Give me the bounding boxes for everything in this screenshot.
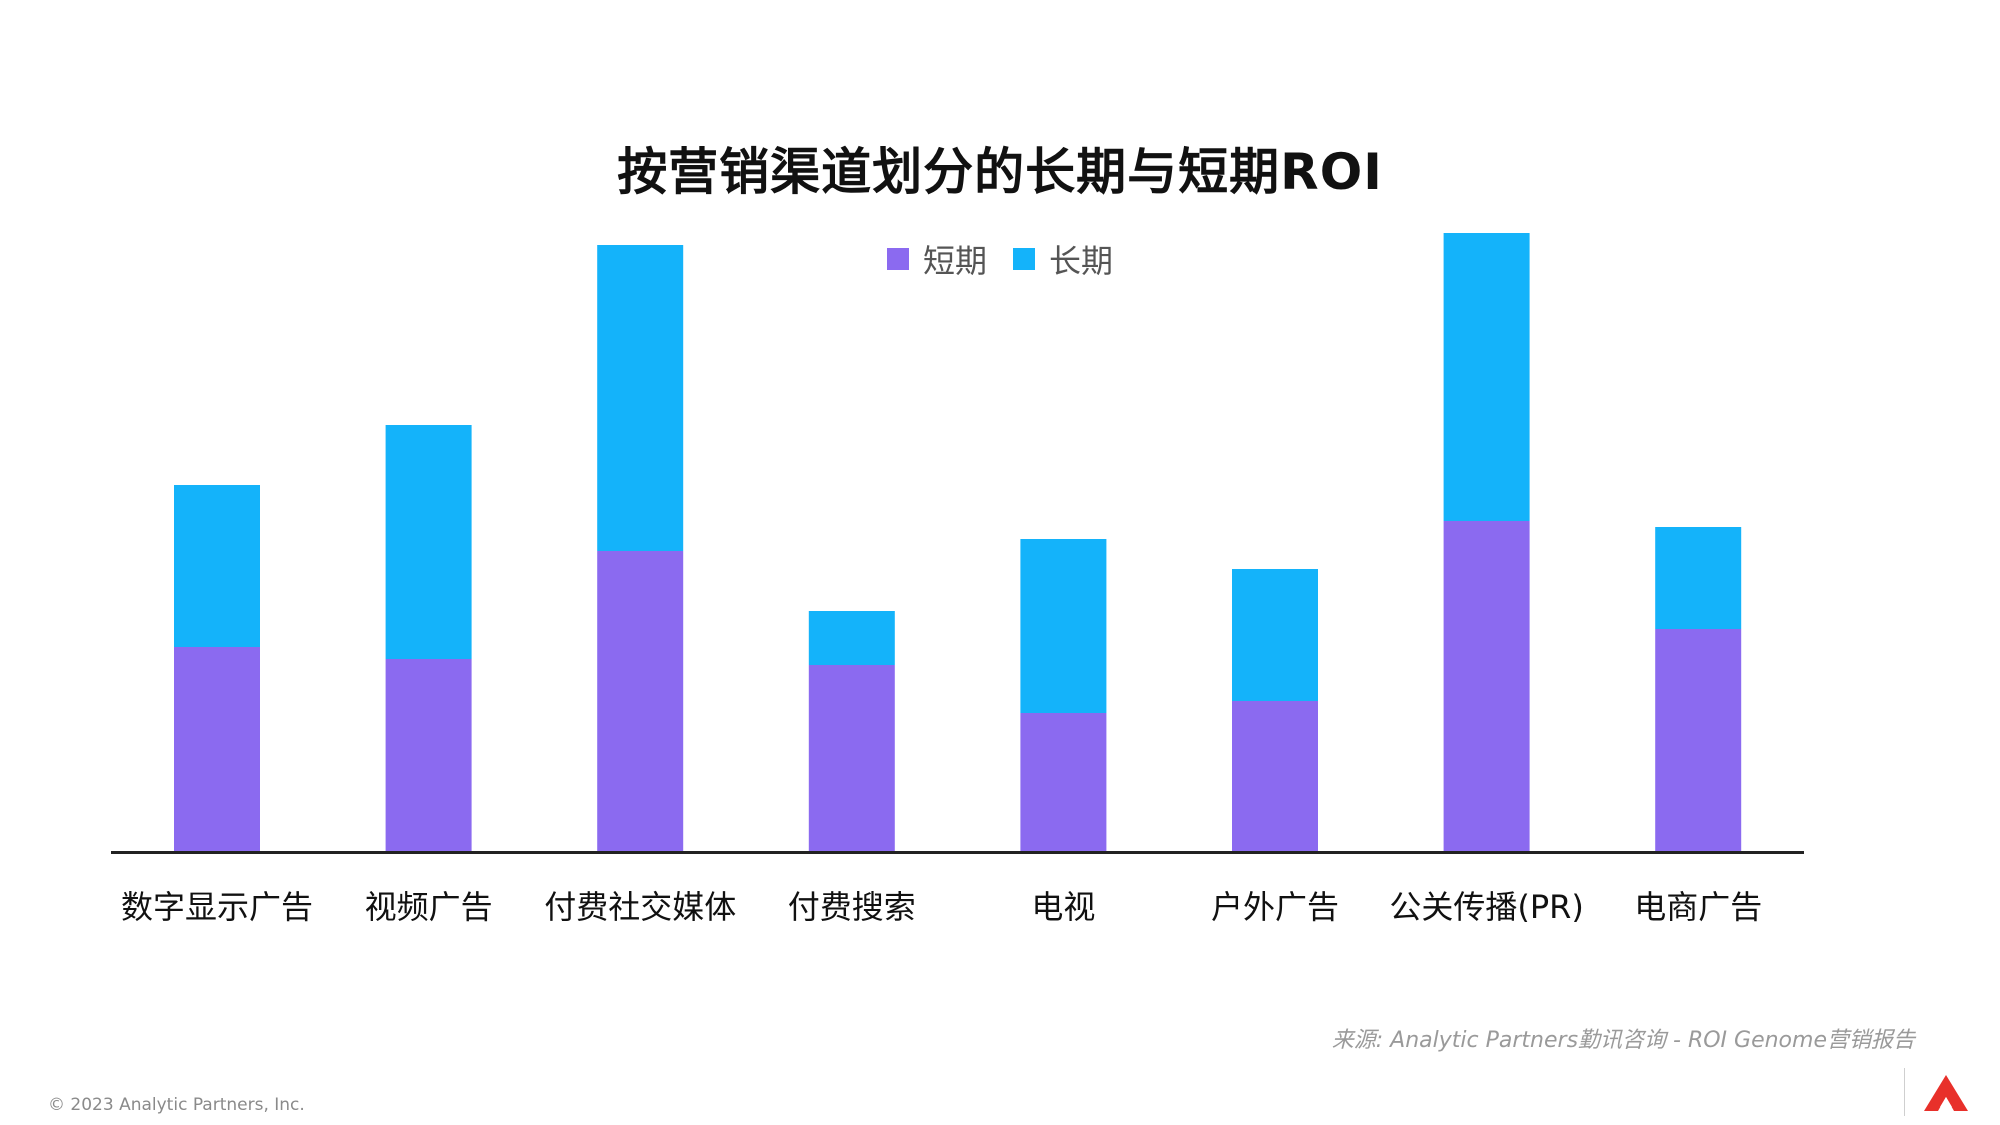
- legend-label-long: 长期: [1049, 242, 1114, 280]
- bar-group: [174, 233, 1742, 851]
- category-labels: 数字显示广告 视频广告 付费社交媒体 付费搜索 电视 户外广告 公关传播(PR) 电商广告: [121, 888, 1762, 926]
- category-label-3: 付费搜索: [788, 888, 916, 926]
- category-label-0: 数字显示广告: [121, 888, 313, 926]
- category-label-6: 公关传播(PR): [1389, 888, 1584, 926]
- legend-swatch-long: [1013, 248, 1035, 270]
- analytic-partners-logo-icon: [1924, 1075, 1968, 1111]
- bar-short-5: [1232, 701, 1318, 851]
- bar-short-2: [597, 551, 684, 851]
- legend-label-short: 短期: [922, 242, 987, 280]
- bar-long-2: [597, 245, 684, 551]
- legend-item-long: 长期: [1013, 236, 1113, 282]
- copyright-text: © 2023 Analytic Partners, Inc.: [48, 1095, 305, 1115]
- bar-long-5: [1232, 569, 1318, 701]
- legend-swatch-short: [886, 248, 909, 270]
- bar-long-0: [174, 485, 260, 647]
- bar-short-3: [808, 665, 895, 851]
- bar-long-3: [808, 611, 895, 665]
- bar-long-1: [385, 425, 472, 659]
- bar-long-6: [1443, 233, 1530, 521]
- category-label-5: 户外广告: [1211, 888, 1339, 926]
- bar-short-7: [1655, 629, 1742, 851]
- bar-short-6: [1443, 521, 1530, 851]
- bar-long-4: [1020, 539, 1107, 713]
- source-note: 来源: Analytic Partners勤讯咨询 - ROI Genome营销…: [1331, 1028, 1915, 1053]
- bar-short-4: [1020, 713, 1107, 851]
- bar-long-7: [1655, 527, 1742, 629]
- chart-title: 按营销渠道划分的长期与短期ROI: [617, 143, 1383, 201]
- category-label-2: 付费社交媒体: [544, 888, 736, 926]
- category-label-7: 电商广告: [1634, 888, 1762, 926]
- bar-short-1: [385, 659, 472, 851]
- category-label-1: 视频广告: [365, 888, 493, 926]
- category-label-4: 电视: [1031, 888, 1095, 926]
- chart-legend: 短期 长期: [0, 236, 2000, 282]
- legend-item-short: 短期: [886, 236, 987, 282]
- logo-divider: [1904, 1068, 1905, 1116]
- bar-short-0: [174, 647, 260, 851]
